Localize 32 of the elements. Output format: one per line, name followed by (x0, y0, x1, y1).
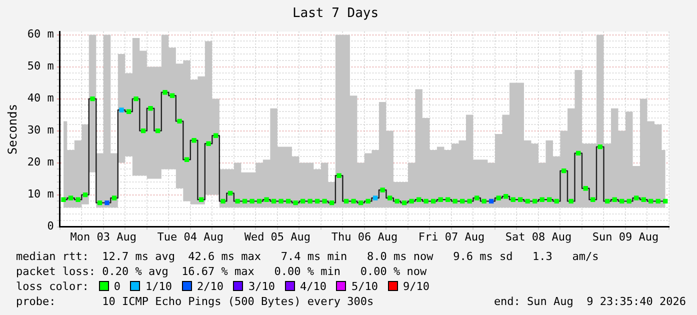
legend-label: 9/10 (402, 280, 430, 293)
x-tick-label: Mon 03 Aug (70, 230, 137, 244)
x-tick-label: Wed 05 Aug (244, 230, 311, 244)
legend-label: 5/10 (351, 280, 378, 293)
y-tick-label: 0 (47, 220, 54, 233)
point (372, 196, 378, 200)
text: end: Sun Aug 9 23:35:40 2026 (494, 295, 686, 309)
legend-label: 3/10 (248, 280, 275, 293)
legend-label: 1/10 (145, 280, 172, 293)
y-tick-label: 10 m (27, 188, 54, 201)
y-tick-label: 30 m (27, 124, 54, 137)
legend-label: 4/10 (300, 280, 326, 293)
y-axis-title: Seconds (5, 104, 20, 154)
chart-title: Last 7 Days (292, 6, 379, 22)
x-tick-label: Sat 08 Aug (505, 230, 572, 244)
y-tick-label: 50 m (27, 60, 54, 73)
x-tick-label: Tue 04 Aug (157, 230, 224, 244)
point (104, 200, 110, 206)
y-tick-label: 60 m (27, 28, 54, 41)
x-tick-label: Sun 09 Aug (592, 230, 659, 244)
point (489, 198, 494, 204)
x-tick-label: Fri 07 Aug (418, 230, 485, 244)
y-tick-label: 20 m (27, 156, 54, 169)
text: packet loss: 0.20 % avg 16.67 % max 0.00 % min 0.00 % now (16, 265, 428, 279)
legend-label: 2/10 (196, 280, 224, 293)
legend-title: loss color: (16, 280, 89, 293)
x-tick-label: Thu 06 Aug (331, 230, 398, 244)
y-tick-label: 40 m (27, 92, 54, 105)
point (119, 108, 124, 112)
text: probe: 10 ICMP Echo Pings (500 Bytes) every 300s (16, 295, 374, 309)
text: median rtt: 12.7 ms avg 42.6 ms max 7.4 ms min 8.0 ms now 9.6 ms sd 1.3 am/s (16, 250, 600, 264)
legend-label: 0 (114, 280, 120, 293)
